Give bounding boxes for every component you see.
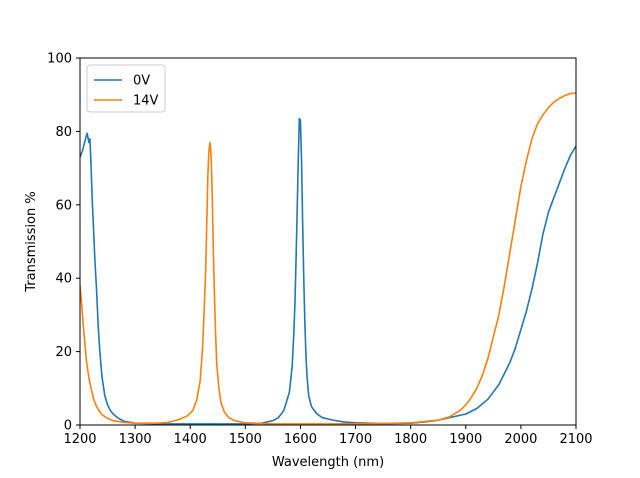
y-tick-label: 80 <box>55 125 72 140</box>
x-tick-label: 1300 <box>119 432 152 447</box>
legend-label-14v: 14V <box>133 94 159 109</box>
x-tick-label: 1600 <box>284 432 317 447</box>
y-tick-label: 100 <box>47 52 72 67</box>
x-tick-label: 1800 <box>394 432 427 447</box>
legend-label-0v: 0V <box>133 74 150 89</box>
x-tick-label: 2100 <box>559 432 592 447</box>
x-tick-label: 1400 <box>174 432 207 447</box>
y-axis: 0 20 40 60 80 100 <box>47 52 80 434</box>
x-axis: 1200 1300 1400 1500 1600 1700 1800 1900 2000 2100 <box>63 425 593 447</box>
x-tick-label: 1900 <box>449 432 482 447</box>
y-tick-label: 40 <box>55 272 72 287</box>
y-tick-label: 20 <box>55 345 72 360</box>
x-tick-label: 1200 <box>63 432 96 447</box>
y-tick-label: 0 <box>64 419 72 434</box>
y-axis-title: Transmission % <box>24 191 39 292</box>
x-tick-label: 2000 <box>504 432 537 447</box>
x-tick-label: 1700 <box>339 432 372 447</box>
plot-frame <box>79 57 577 426</box>
plot-content <box>80 92 576 425</box>
y-tick-label: 60 <box>55 198 72 213</box>
x-tick-label: 1500 <box>229 432 262 447</box>
x-axis-title: Wavelength (nm) <box>272 455 384 470</box>
series-line-14v <box>80 92 576 425</box>
series-line-0v <box>80 117 576 425</box>
